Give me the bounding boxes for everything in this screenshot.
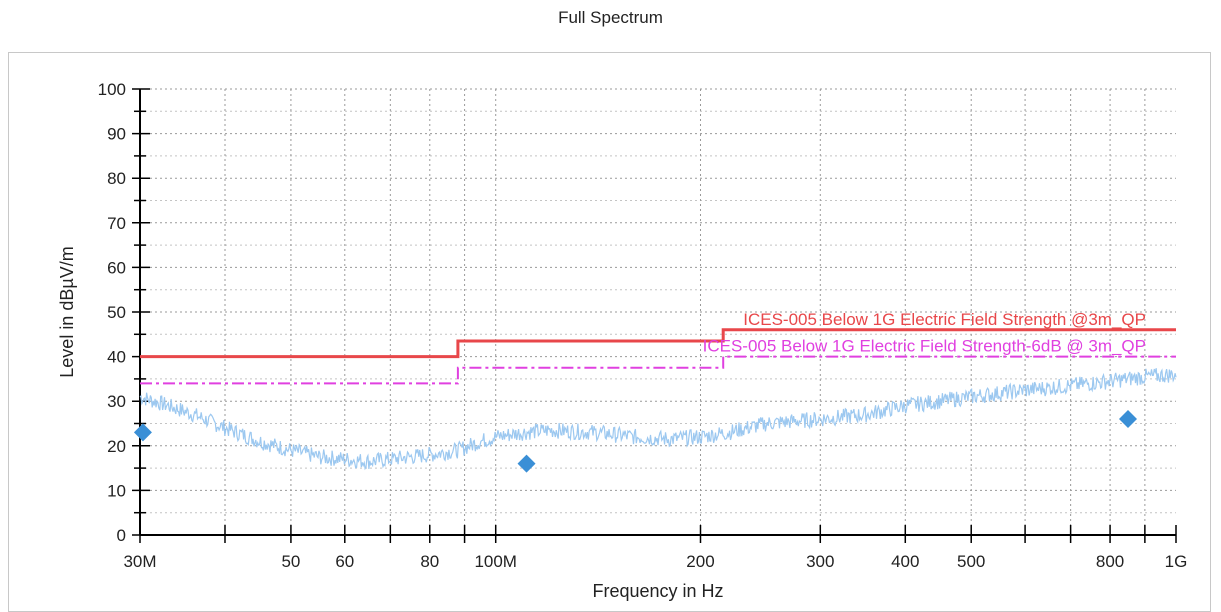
limit-line-minus6db	[140, 355, 1176, 385]
y-tick-label: 80	[107, 169, 126, 188]
x-tick-label: 800	[1096, 552, 1124, 571]
x-axis-title: Frequency in Hz	[592, 581, 723, 601]
measurement-marker	[517, 454, 536, 473]
x-tick-label: 100M	[474, 552, 517, 571]
y-tick-label: 100	[98, 80, 126, 99]
y-tick-label: 90	[107, 125, 126, 144]
y-tick-label: 50	[107, 303, 126, 322]
limit-label-minus6db: ICES-005 Below 1G Electric Field Strengt…	[703, 337, 1146, 356]
chart-title: Full Spectrum	[558, 8, 663, 27]
limit-label: ICES-005 Below 1G Electric Field Strengt…	[743, 310, 1146, 329]
y-tick-label: 40	[107, 348, 126, 367]
y-tick-label: 30	[107, 392, 126, 411]
x-tick-label: 200	[686, 552, 714, 571]
x-tick-label: 400	[891, 552, 919, 571]
spectrum-chart: 0 10 20 30 40 50 60 70 80 90 100 30M 50 60 80 100M 200 30…	[57, 80, 1188, 601]
y-tick-label: 10	[107, 481, 126, 500]
y-tick-label: 0	[117, 526, 126, 545]
y-tick-label: 60	[107, 258, 126, 277]
x-tick-label: 80	[420, 552, 439, 571]
x-tick-label: 500	[957, 552, 985, 571]
y-tick-label: 20	[107, 437, 126, 456]
measurement-marker	[133, 423, 152, 442]
x-tick-label: 30M	[123, 552, 156, 571]
x-tick-label: 60	[335, 552, 354, 571]
x-tick-label: 1G	[1165, 552, 1188, 571]
limit-line	[140, 328, 1176, 359]
x-tick-label: 50	[281, 552, 300, 571]
measurement-marker	[1118, 410, 1137, 429]
x-tick-label: 300	[806, 552, 834, 571]
chart-frame: 0 10 20 30 40 50 60 70 80 90 100 30M 50 60 80 100M 200 30…	[8, 52, 1211, 612]
noise-trace-line	[139, 368, 1177, 471]
y-tick-label: 70	[107, 214, 126, 233]
y-axis-title: Level in dBµV/m	[57, 246, 77, 377]
